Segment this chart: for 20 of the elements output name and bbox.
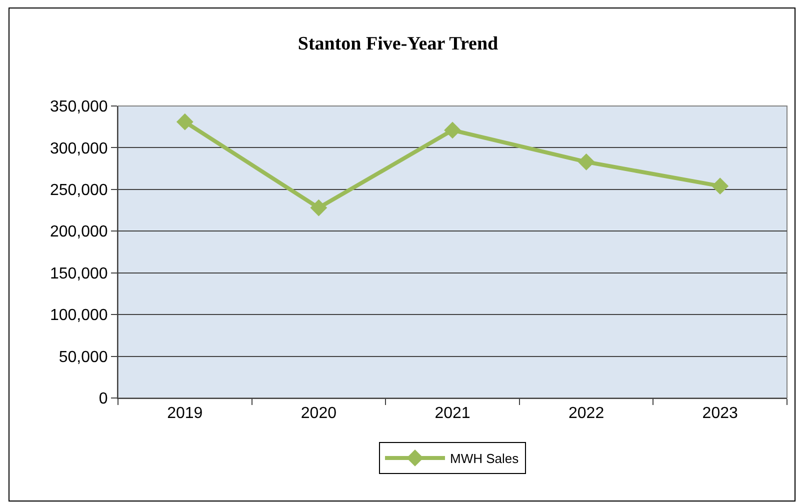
chart-title: Stanton Five-Year Trend bbox=[298, 34, 499, 55]
legend-label: MWH Sales bbox=[450, 451, 520, 466]
y-tick-label: 150,000 bbox=[50, 265, 108, 282]
y-tick-label: 300,000 bbox=[50, 140, 108, 158]
y-tick-label: 0 bbox=[98, 390, 108, 408]
y-tick-label: 50,000 bbox=[58, 348, 108, 366]
y-tick-label: 250,000 bbox=[50, 182, 108, 200]
point bbox=[310, 199, 328, 216]
y-tick-label: 200,000 bbox=[50, 224, 108, 241]
x-tick-label: 2023 bbox=[702, 405, 738, 422]
x-tick-label: 2022 bbox=[568, 405, 604, 422]
x-tick-label: 2019 bbox=[167, 405, 203, 422]
x-tick-label: 2021 bbox=[434, 405, 470, 422]
point bbox=[578, 153, 595, 170]
y-tick-label: 100,000 bbox=[50, 307, 108, 324]
x-tick-label: 2020 bbox=[300, 405, 337, 422]
point bbox=[444, 122, 461, 139]
y-tick-label: 350,000 bbox=[50, 98, 108, 116]
point bbox=[176, 113, 194, 130]
point bbox=[712, 178, 729, 195]
